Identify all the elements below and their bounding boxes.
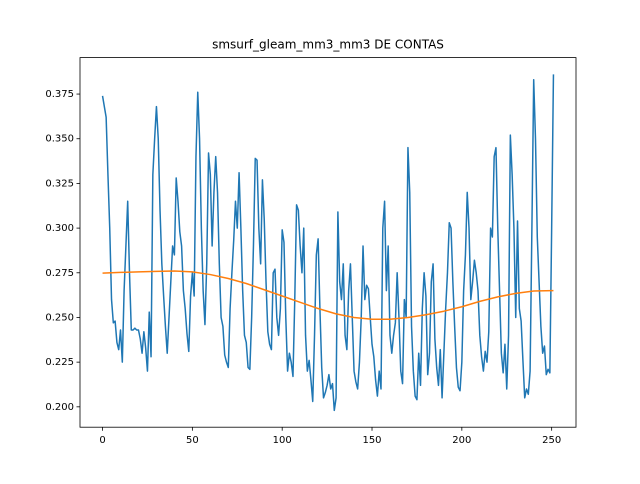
x-tick-label: 50 xyxy=(186,435,199,446)
data-line xyxy=(102,270,554,321)
x-tick-label: 250 xyxy=(542,435,561,446)
x-tick-label: 100 xyxy=(273,435,292,446)
y-tick-label: 0.250 xyxy=(45,312,74,323)
y-tick-label: 0.275 xyxy=(45,268,74,279)
y-tick-label: 0.300 xyxy=(45,223,74,234)
y-tick-label: 0.350 xyxy=(45,134,74,145)
plot-frame xyxy=(79,57,577,428)
y-tick-label: 0.375 xyxy=(45,89,74,100)
x-tick-label: 150 xyxy=(362,435,381,446)
data-line xyxy=(101,74,555,412)
x-tick-label: 200 xyxy=(452,435,471,446)
y-tick-label: 0.225 xyxy=(45,357,74,368)
chart-title: smsurf_gleam_mm3_mm3 DE CONTAS xyxy=(212,38,444,52)
x-tick-label: 0 xyxy=(99,435,105,446)
y-tick-label: 0.325 xyxy=(45,178,74,189)
y-tick-label: 0.200 xyxy=(45,402,74,413)
